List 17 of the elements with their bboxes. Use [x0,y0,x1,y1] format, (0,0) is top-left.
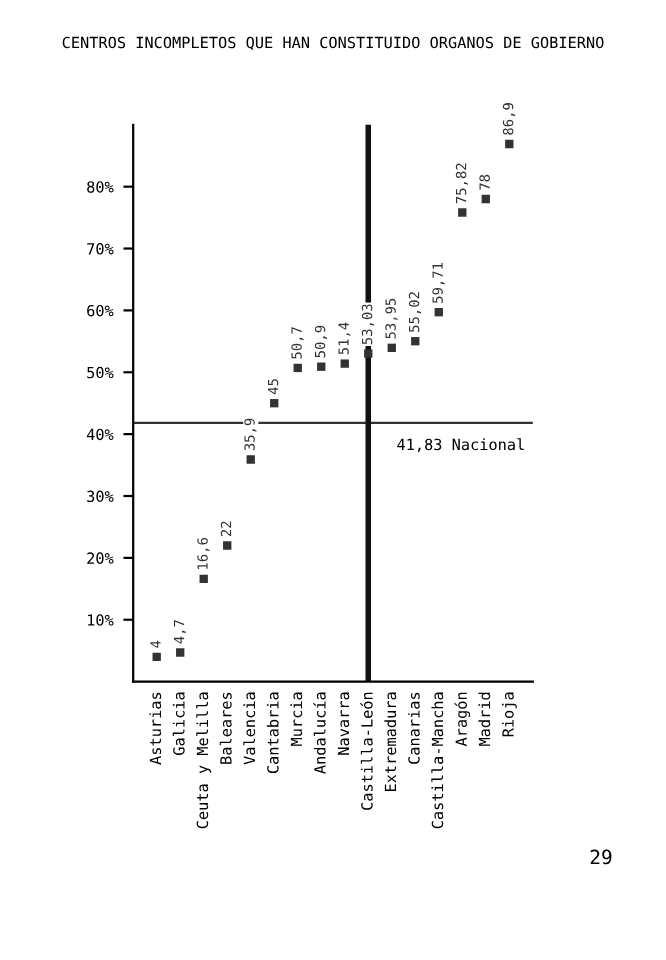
point [387,343,396,352]
point [293,363,302,373]
point [481,194,490,204]
point [458,208,467,217]
point [246,455,255,464]
point [317,362,326,371]
point [434,308,443,317]
point [199,574,208,584]
point [223,541,232,550]
point [270,399,279,408]
point [505,139,514,149]
point [364,349,373,358]
point [411,337,420,346]
point [152,652,161,662]
text: 29 [590,849,612,865]
point [176,648,185,657]
point [340,359,349,368]
